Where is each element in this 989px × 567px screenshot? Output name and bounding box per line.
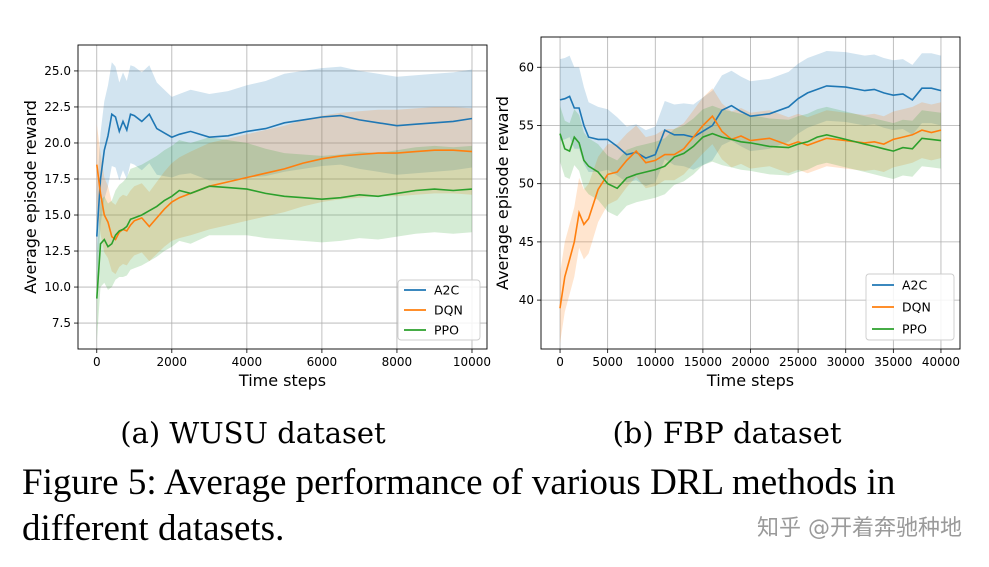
series-line-a2c bbox=[96, 112, 473, 237]
band-ppo bbox=[96, 137, 473, 342]
plot-frame bbox=[77, 44, 488, 350]
legend-label-ppo: PPO bbox=[902, 322, 927, 337]
legend: A2C DQN PPO bbox=[397, 279, 481, 341]
y-tick-label: 22.5 bbox=[44, 100, 71, 114]
series-line-dqn bbox=[96, 149, 473, 241]
band-ppo bbox=[560, 105, 941, 217]
x-axis-label: Time steps bbox=[238, 371, 326, 390]
band-a2c bbox=[96, 62, 473, 283]
x-tick-label: 5000 bbox=[592, 355, 623, 369]
x-tick-label: 2000 bbox=[157, 355, 188, 369]
x-tick-label: 0 bbox=[556, 355, 564, 369]
x-tick-label: 6000 bbox=[307, 355, 338, 369]
y-axis-label: Average episode reward bbox=[493, 96, 512, 290]
legend: A2C DQN PPO bbox=[865, 273, 955, 341]
y-tick-label: 10.0 bbox=[44, 280, 71, 294]
legend-label-dqn: DQN bbox=[434, 303, 463, 318]
x-tick-label: 20000 bbox=[731, 355, 769, 369]
series-line-ppo bbox=[96, 185, 473, 299]
x-tick-label: 4000 bbox=[232, 355, 263, 369]
figure-caption-line1: Figure 5: Average performance of various… bbox=[22, 462, 895, 503]
y-tick-label: 12.5 bbox=[44, 244, 71, 258]
y-tick-label: 45 bbox=[519, 235, 534, 249]
y-tick-label: 55 bbox=[519, 118, 534, 132]
x-tick-label: 15000 bbox=[684, 355, 722, 369]
series-line-a2c bbox=[559, 85, 942, 159]
panel-a-caption: (a) WUSU dataset bbox=[120, 416, 386, 450]
y-tick-label: 7.5 bbox=[52, 316, 71, 330]
series-line-ppo bbox=[559, 132, 942, 190]
x-tick-label: 10000 bbox=[636, 355, 674, 369]
panel-b-fbp-chart: 0 5000 10000 15000 20000 25000 30000 35000 40000… bbox=[493, 36, 961, 390]
legend-box bbox=[865, 273, 955, 341]
panel-b-caption: (b) FBP dataset bbox=[612, 416, 841, 450]
y-tick-label: 25.0 bbox=[44, 64, 71, 78]
panel-a-wusu-chart: 0 2000 4000 6000 8000 10000 7.5 10.0 12.5 15.0 17.… bbox=[21, 44, 491, 390]
legend-label-a2c: A2C bbox=[902, 278, 928, 293]
x-axis-label: Time steps bbox=[706, 371, 794, 390]
x-tick-label: 8000 bbox=[382, 355, 413, 369]
figure-caption-line2: different datasets. bbox=[22, 508, 284, 549]
x-tick-label: 25000 bbox=[779, 355, 817, 369]
x-tick-label: 30000 bbox=[827, 355, 865, 369]
y-tick-label: 15.0 bbox=[44, 208, 71, 222]
watermark: 知乎 @开着奔驰种地 bbox=[757, 516, 962, 541]
legend-label-a2c: A2C bbox=[434, 283, 460, 298]
legend-label-ppo: PPO bbox=[434, 323, 459, 338]
series-line-dqn bbox=[559, 114, 942, 309]
y-tick-label: 20.0 bbox=[44, 136, 71, 150]
y-tick-label: 40 bbox=[519, 293, 534, 307]
y-axis-label: Average episode reward bbox=[21, 100, 40, 294]
x-tick-label: 40000 bbox=[922, 355, 960, 369]
legend-box bbox=[397, 279, 481, 341]
y-tick-label: 60 bbox=[519, 60, 534, 74]
x-tick-label: 35000 bbox=[874, 355, 912, 369]
y-tick-label: 17.5 bbox=[44, 172, 71, 186]
band-dqn bbox=[96, 107, 473, 275]
legend-label-dqn: DQN bbox=[902, 300, 931, 315]
x-tick-label: 10000 bbox=[453, 355, 491, 369]
y-tick-label: 50 bbox=[519, 177, 534, 191]
band-dqn bbox=[560, 88, 941, 344]
x-tick-label: 0 bbox=[93, 355, 101, 369]
band-a2c bbox=[560, 51, 941, 186]
